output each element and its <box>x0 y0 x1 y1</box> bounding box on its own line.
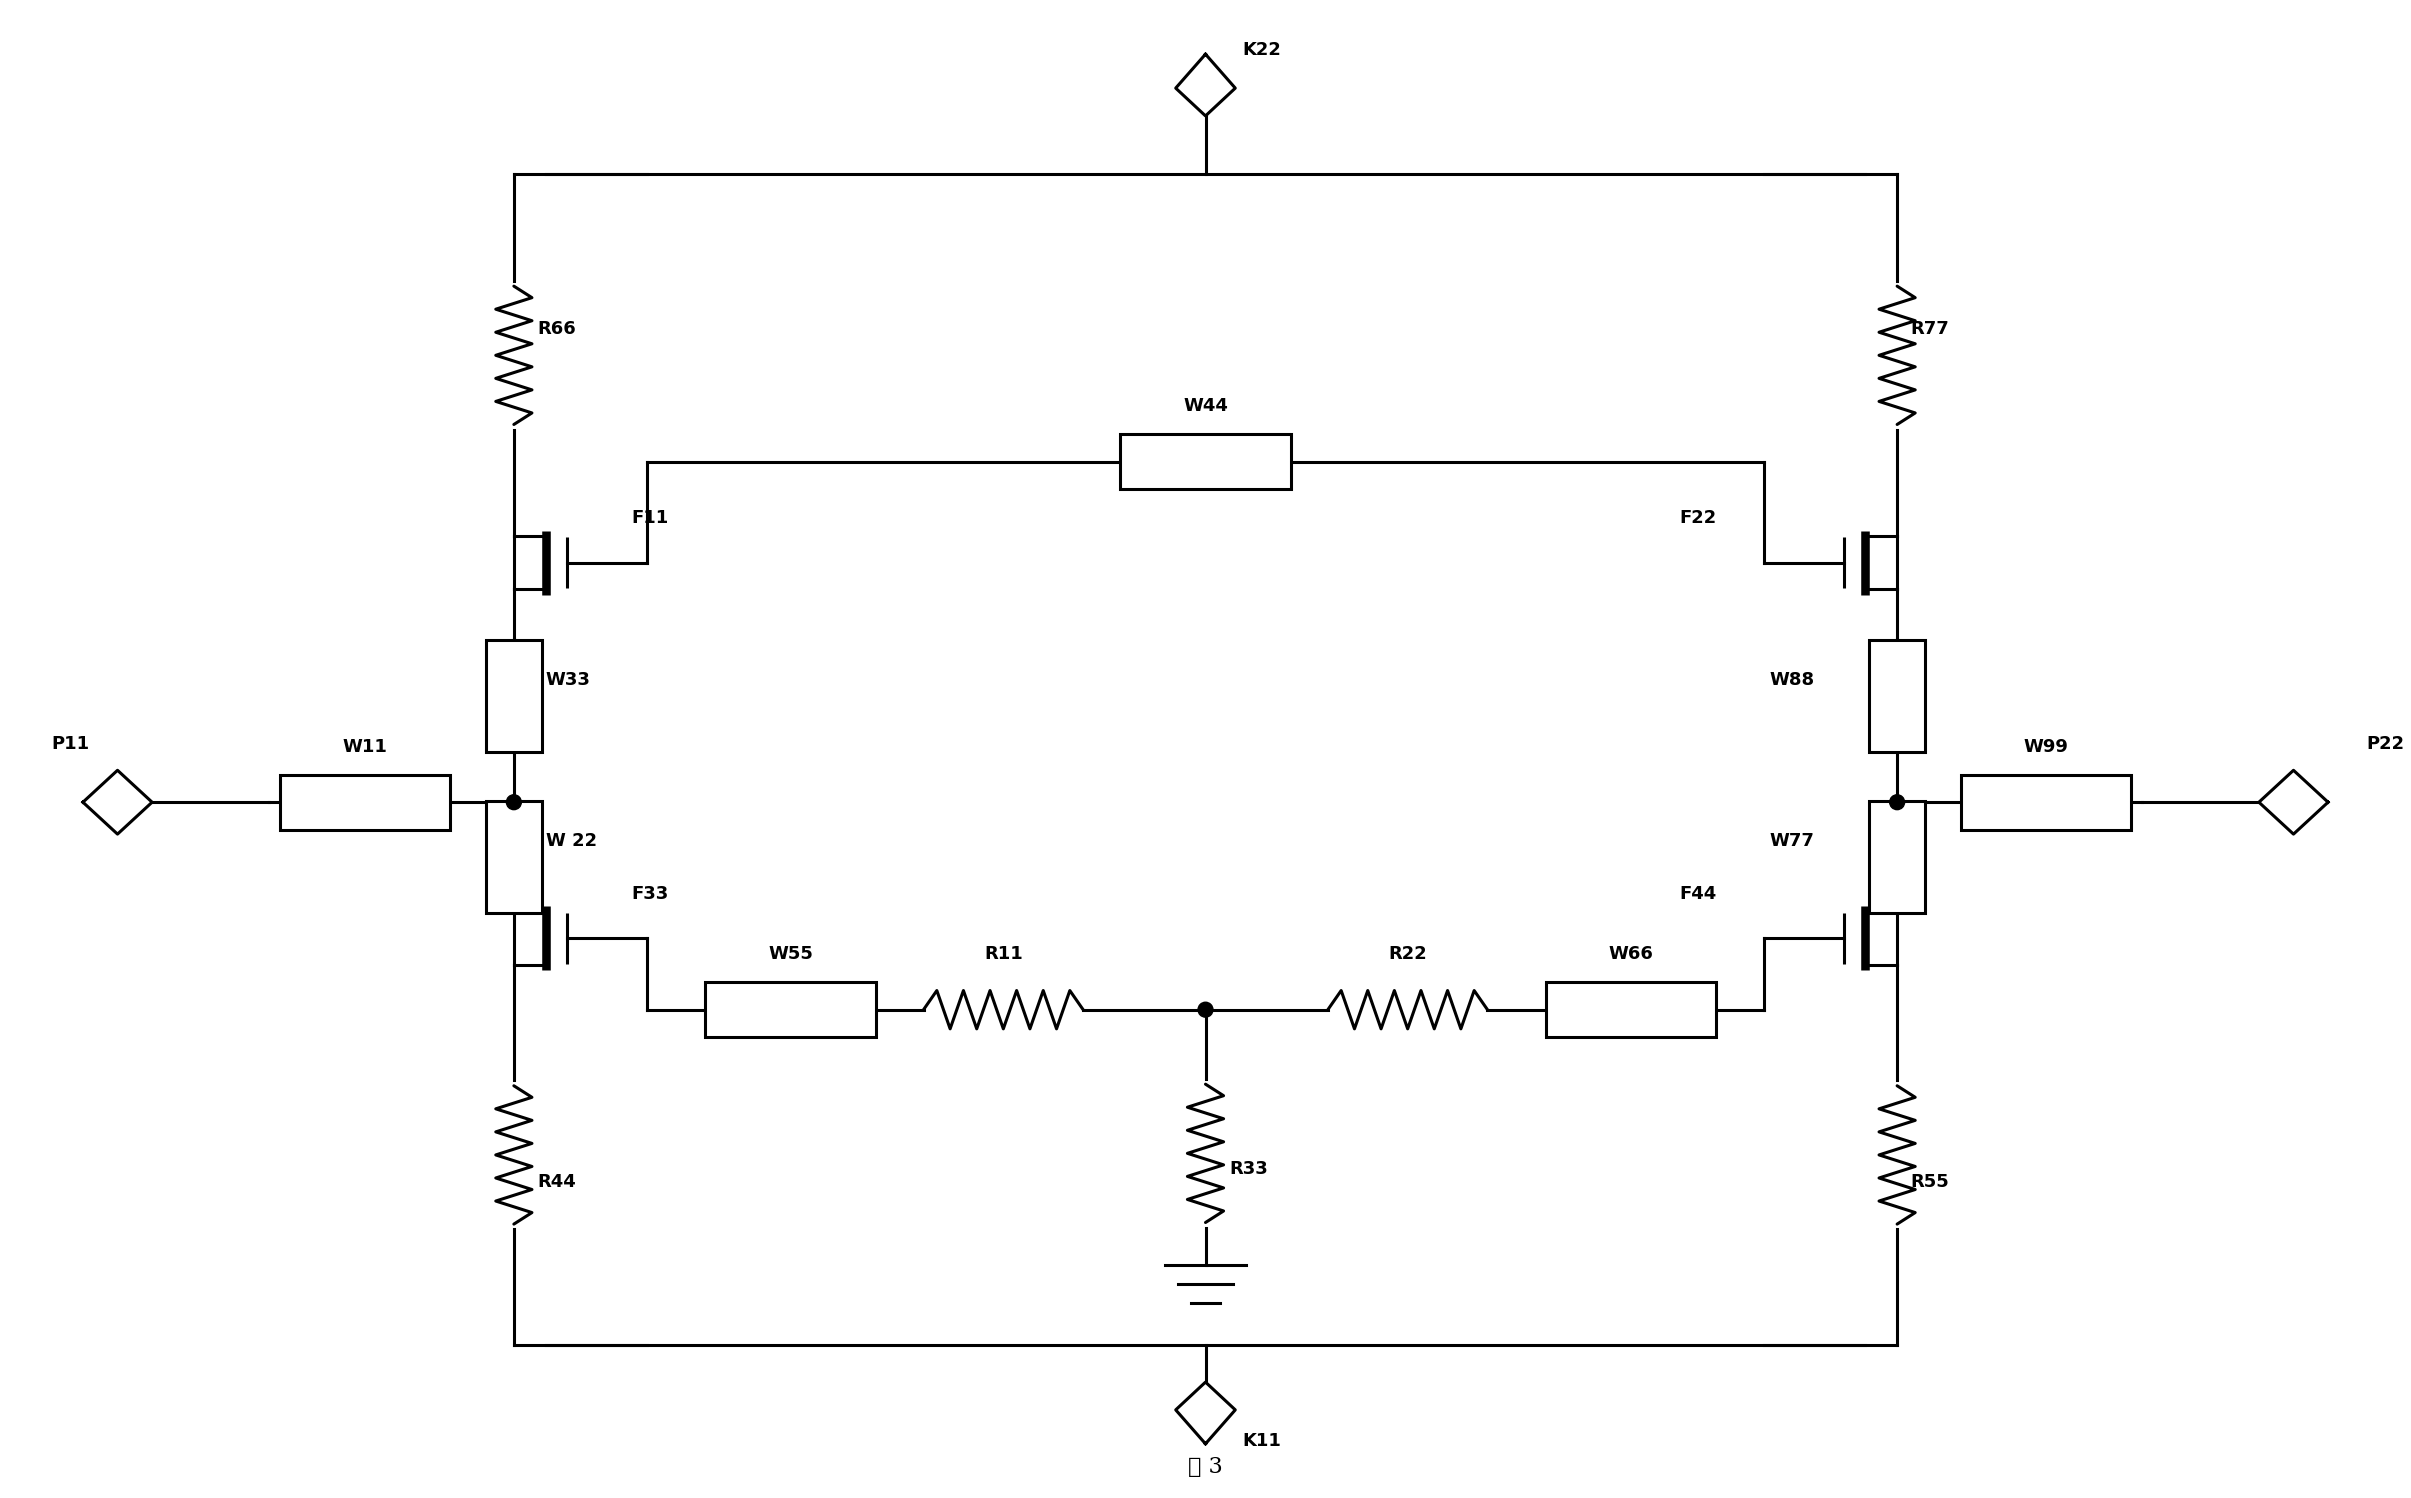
Text: F33: F33 <box>632 885 668 903</box>
Circle shape <box>1198 1002 1213 1017</box>
Text: R22: R22 <box>1389 945 1427 963</box>
Text: W88: W88 <box>1770 671 1815 689</box>
Text: W 22: W 22 <box>545 831 598 849</box>
Text: W77: W77 <box>1770 831 1815 849</box>
Text: W99: W99 <box>2023 739 2069 756</box>
Text: W55: W55 <box>769 945 813 963</box>
Circle shape <box>1890 795 1905 809</box>
Bar <box>1960 774 2131 830</box>
Text: F22: F22 <box>1678 509 1717 527</box>
Text: R77: R77 <box>1910 319 1948 337</box>
Bar <box>1545 983 1717 1037</box>
Polygon shape <box>1177 54 1234 115</box>
Polygon shape <box>1177 1383 1234 1444</box>
Bar <box>487 640 542 752</box>
Text: K22: K22 <box>1242 40 1283 58</box>
Text: R55: R55 <box>1910 1173 1948 1191</box>
Text: F11: F11 <box>632 509 668 527</box>
Bar <box>1121 434 1290 490</box>
Text: W66: W66 <box>1608 945 1654 963</box>
Text: 图 3: 图 3 <box>1189 1456 1222 1479</box>
Bar <box>1869 640 1924 752</box>
Text: R44: R44 <box>538 1173 576 1191</box>
Text: P22: P22 <box>2368 734 2404 752</box>
Text: W33: W33 <box>545 671 591 689</box>
Text: P11: P11 <box>51 734 89 752</box>
Polygon shape <box>2259 770 2329 834</box>
Bar <box>280 774 451 830</box>
Text: K11: K11 <box>1242 1432 1283 1450</box>
Text: R11: R11 <box>984 945 1022 963</box>
Text: W11: W11 <box>342 739 388 756</box>
Text: R66: R66 <box>538 319 576 337</box>
Polygon shape <box>82 770 152 834</box>
Text: W44: W44 <box>1184 397 1227 415</box>
Bar <box>487 801 542 912</box>
Text: F44: F44 <box>1678 885 1717 903</box>
Text: R33: R33 <box>1230 1161 1268 1179</box>
Bar <box>1869 801 1924 912</box>
Circle shape <box>506 795 521 809</box>
Bar <box>706 983 875 1037</box>
